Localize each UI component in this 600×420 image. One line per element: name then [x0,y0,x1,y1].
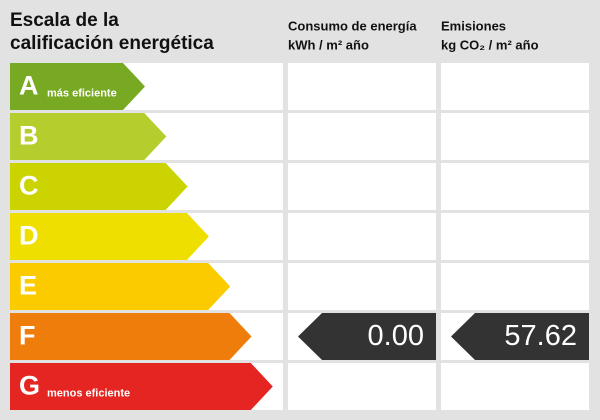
value-cell [441,163,589,210]
rating-arrow [10,313,252,360]
rating-letter: G [19,371,40,401]
title-line: calificación energética [10,33,214,54]
value-cell [441,263,589,310]
column-title: Emisiones [441,18,506,33]
rating-letter: E [19,271,37,301]
rating-arrow [10,363,273,410]
value-cell [288,363,436,410]
rating-arrow [10,113,167,160]
rating-letter: F [19,321,36,351]
value-text: 0.00 [368,320,424,352]
column-unit: kWh / m² año [288,37,369,52]
value-cell [441,113,589,160]
value-cell [441,213,589,260]
rating-arrow [10,163,188,210]
column-title: Consumo de energía [288,18,417,33]
value-cell [288,113,436,160]
rating-letter: A [19,71,39,101]
rating-letter: D [19,221,39,251]
value-indicator [298,313,436,360]
value-cell [288,163,436,210]
value-text: 57.62 [504,320,577,352]
rating-arrow [10,263,231,310]
rating-letter: B [19,121,39,151]
value-cell [441,63,589,110]
value-indicator [451,313,589,360]
title-line: Escala de la [10,10,119,31]
value-cell [288,263,436,310]
value-cell [288,63,436,110]
rating-letter: C [19,171,39,201]
rating-note: más eficiente [47,87,117,99]
value-cell [441,363,589,410]
rating-arrow [10,213,209,260]
value-cell [288,213,436,260]
column-unit: kg CO₂ / m² año [441,37,539,52]
rating-note: menos eficiente [47,387,130,399]
rating-arrow [10,63,145,110]
